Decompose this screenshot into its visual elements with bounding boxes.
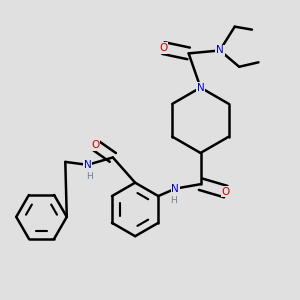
Text: H: H [170, 196, 177, 205]
Text: N: N [171, 184, 179, 194]
Text: O: O [159, 43, 167, 53]
Text: N: N [197, 82, 204, 93]
Text: N: N [216, 45, 224, 56]
Text: H: H [86, 172, 92, 181]
Text: O: O [91, 140, 99, 150]
Text: O: O [222, 187, 230, 196]
Text: N: N [84, 160, 92, 170]
